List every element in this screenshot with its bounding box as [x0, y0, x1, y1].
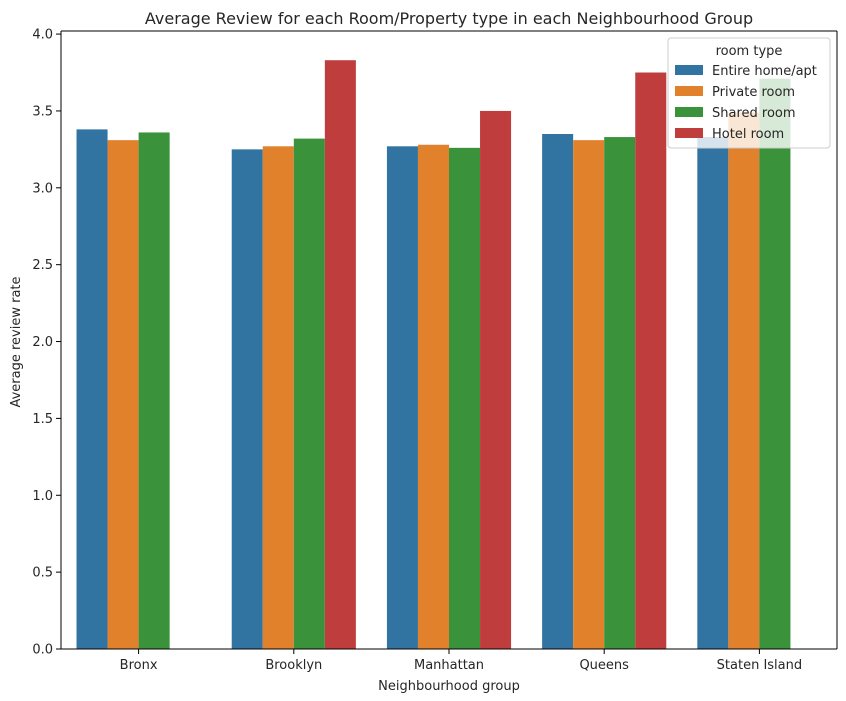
x-tick-label: Brooklyn: [265, 658, 322, 673]
bar-staten-island-shared-room: [759, 78, 791, 649]
legend-entry: Entire home/apt: [712, 64, 817, 79]
y-tick-label: 0.0: [32, 643, 53, 658]
legend: room type Entire home/apt Private room Shar…: [667, 37, 831, 149]
bar-manhattan-private-room: [417, 144, 449, 649]
bar-brooklyn-shared-room: [293, 138, 325, 650]
bar-queens-entire-home-apt: [542, 134, 574, 649]
legend-swatch: [675, 65, 703, 75]
bar-bronx-private-room: [107, 140, 139, 649]
bar-brooklyn-hotel-room: [324, 60, 356, 649]
bar-bronx-shared-room: [138, 132, 170, 649]
legend-entry: Private room: [712, 85, 795, 100]
y-axis-label: Average review rate: [9, 276, 24, 407]
y-tick-label: 1.0: [32, 489, 53, 504]
x-tick-label: Bronx: [120, 658, 158, 673]
plot-area: 0.0 0.5 1.0 1.5 2.0 2.5 3.0 3.5 4.0 Bronx Brooklyn…: [32, 28, 838, 673]
legend-swatch: [675, 107, 703, 117]
bar-brooklyn-entire-home-apt: [231, 149, 263, 649]
bar-staten-island-private-room: [728, 112, 760, 650]
x-tick-label: Staten Island: [717, 658, 802, 673]
bar-queens-hotel-room: [635, 72, 667, 649]
bar-manhattan-entire-home-apt: [386, 146, 418, 650]
legend-swatch: [675, 128, 703, 138]
legend-entry: Shared room: [712, 106, 796, 121]
bar-queens-shared-room: [604, 137, 636, 649]
bar-manhattan-shared-room: [449, 147, 481, 649]
y-tick-label: 2.0: [32, 335, 53, 350]
y-tick-label: 1.5: [32, 412, 53, 427]
x-axis-label: Neighbourhood group: [378, 679, 520, 694]
bar-brooklyn-private-room: [262, 146, 294, 650]
bar-queens-private-room: [573, 140, 605, 649]
bar-staten-island-entire-home-apt: [697, 137, 729, 649]
legend-box: [667, 37, 831, 149]
chart-title: Average Review for each Room/Property ty…: [145, 9, 753, 28]
bar-bronx-entire-home-apt: [76, 129, 108, 649]
y-tick-label: 2.5: [32, 258, 53, 273]
y-tick-label: 3.0: [32, 181, 53, 196]
legend-entry: Hotel room: [712, 127, 784, 142]
bar-manhattan-hotel-room: [480, 110, 512, 649]
y-tick-label: 4.0: [32, 28, 53, 43]
x-tick-label: Queens: [579, 658, 629, 673]
y-tick-label: 0.5: [32, 566, 53, 581]
y-tick-label: 3.5: [32, 104, 53, 119]
legend-title: room type: [716, 44, 783, 59]
legend-swatch: [675, 86, 703, 96]
x-tick-label: Manhattan: [414, 658, 484, 673]
